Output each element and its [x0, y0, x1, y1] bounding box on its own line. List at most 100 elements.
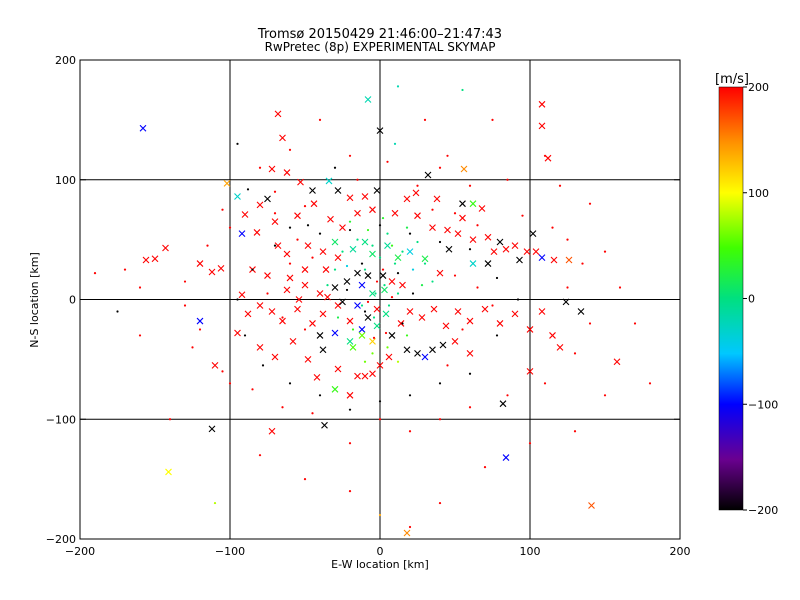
data-point-dot [93, 272, 97, 275]
data-point-cross [538, 100, 546, 108]
data-point-dot [558, 184, 562, 187]
data-point-dot [326, 284, 329, 287]
data-point-dot [360, 262, 364, 265]
y-tick-labels: −200 −100 0 100 200 [46, 54, 680, 546]
data-point-dot [348, 442, 352, 445]
data-point-dot [411, 268, 415, 271]
data-point-cross [490, 248, 498, 255]
data-point-cross [354, 269, 361, 277]
data-point-dot [603, 394, 607, 397]
data-point-dot [311, 256, 314, 259]
data-point-dot [363, 360, 367, 363]
data-point-cross [264, 195, 271, 203]
data-point-cross [613, 358, 621, 366]
colorbar-tick-label: −200 [748, 504, 778, 517]
data-point-cross [379, 272, 387, 279]
data-point-dot [306, 224, 310, 227]
data-point-cross [358, 326, 366, 333]
data-point-cross [588, 502, 595, 509]
data-point-cross [496, 320, 504, 327]
data-point-dot [431, 280, 434, 283]
data-point-dot [386, 346, 389, 349]
data-point-cross [502, 245, 510, 253]
data-point-cross [418, 314, 426, 321]
data-point-cross [234, 193, 241, 200]
data-point-cross [381, 286, 388, 294]
data-point-cross [334, 254, 342, 261]
y-tick-label: 0 [69, 294, 76, 307]
data-point-dot [348, 220, 352, 223]
data-point-dot [281, 316, 284, 319]
data-point-cross [376, 127, 384, 135]
data-point-cross [549, 332, 556, 339]
data-point-dot [396, 360, 400, 363]
data-point-dot [390, 296, 394, 299]
data-point-cross [331, 238, 339, 246]
data-point-cross [424, 171, 432, 179]
data-point-dot [381, 216, 385, 220]
data-point-dot [416, 240, 419, 244]
data-point-dot [116, 310, 119, 313]
y-axis-label: N-S location [km] [28, 252, 41, 348]
colorbar-label: [m/s] [715, 72, 749, 87]
data-point-cross [286, 274, 294, 282]
x-tick-labels: −200 −100 0 100 200 [65, 60, 691, 558]
data-point-dot [351, 328, 355, 331]
data-point-dot [191, 346, 194, 349]
data-point-dot [138, 286, 142, 289]
data-point-dot [468, 184, 472, 187]
data-point-dot [348, 154, 352, 157]
data-point-cross [256, 201, 264, 209]
data-point-cross [343, 278, 351, 285]
data-point-dot [333, 268, 337, 271]
data-point-cross [469, 236, 477, 244]
data-point-dot [378, 256, 382, 259]
data-point-cross [234, 329, 241, 337]
data-point-dot [390, 244, 394, 247]
data-point-dot [438, 382, 442, 385]
data-point-dot [438, 166, 442, 169]
data-point-cross [253, 229, 261, 236]
data-point-dot [311, 412, 314, 415]
data-point-cross [388, 278, 396, 285]
data-point-cross [388, 332, 396, 339]
data-point-dot [236, 298, 239, 301]
data-point-cross [346, 391, 354, 399]
data-point-dot [288, 382, 292, 385]
data-point-cross [331, 385, 339, 393]
data-point-cross [322, 266, 330, 273]
data-point-cross [223, 179, 231, 187]
data-point-dot [183, 280, 187, 283]
data-point-dot [468, 406, 472, 409]
data-point-cross [484, 233, 492, 241]
data-point-cross [481, 305, 489, 313]
data-point-cross [310, 200, 318, 208]
data-point-cross [406, 308, 414, 315]
data-point-dot [288, 262, 292, 265]
data-point-dot [206, 244, 209, 247]
data-point-cross [433, 195, 441, 203]
data-point-cross [196, 260, 204, 267]
data-point-dot [408, 525, 412, 529]
data-point-dot [318, 118, 322, 121]
data-point-cross [429, 224, 436, 232]
data-point-dot [423, 262, 427, 265]
data-point-cross [397, 320, 405, 327]
colorbar [718, 86, 744, 511]
data-point-cross [454, 308, 462, 315]
data-point-cross [550, 256, 558, 264]
data-point-dot [495, 334, 499, 337]
data-point-dot [273, 190, 277, 193]
data-point-dot [491, 304, 494, 307]
data-point-dot [261, 364, 265, 367]
data-point-dot [243, 334, 247, 337]
data-point-cross [271, 218, 279, 226]
data-point-dot [378, 224, 382, 227]
data-point-cross [364, 96, 372, 103]
data-point-dot [408, 394, 412, 397]
data-point-dot [446, 154, 449, 157]
data-point-dot [273, 244, 277, 247]
data-point-dot [401, 250, 404, 253]
data-point-cross [331, 329, 339, 337]
data-point-cross [274, 110, 282, 118]
